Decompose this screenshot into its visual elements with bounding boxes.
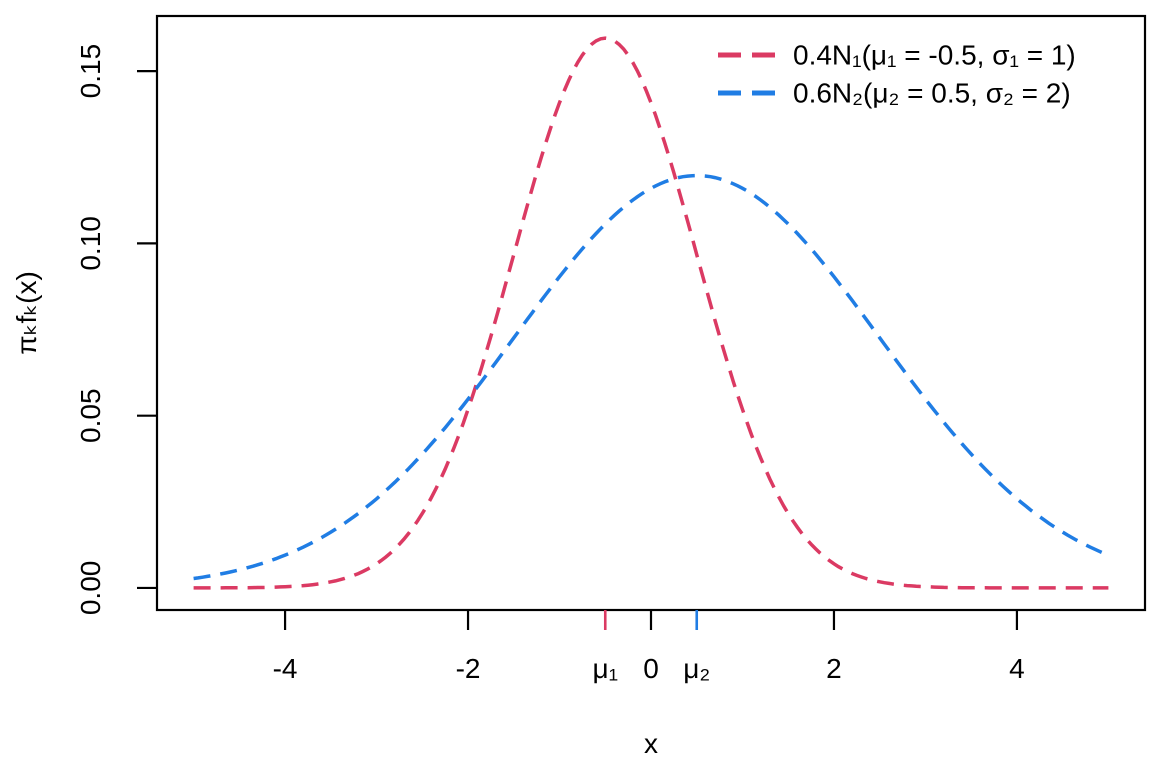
x-tick-label: -4	[273, 653, 298, 684]
density-curves	[193, 36, 1110, 590]
legend: 0.4N₁(μ₁ = -0.5, σ₁ = 1) 0.6N₂(μ₂ = 0.5,…	[718, 40, 1076, 109]
y-tick-label: 0.15	[75, 44, 106, 99]
y-axis: 0.00 0.05 0.10 0.15	[75, 44, 157, 615]
legend-label-series-1: 0.4N₁(μ₁ = -0.5, σ₁ = 1)	[793, 40, 1076, 71]
x-tick-label: -2	[456, 653, 481, 684]
mean-tick-label: μ₁	[592, 653, 618, 684]
mean-markers: μ₁ μ₂	[592, 610, 710, 684]
x-axis-label: x	[644, 728, 658, 759]
x-tick-label: 0	[643, 653, 659, 684]
x-tick-label: 2	[826, 653, 842, 684]
y-tick-label: 0.05	[75, 388, 106, 443]
y-tick-label: 0.00	[75, 561, 106, 616]
x-tick-label: 4	[1009, 653, 1025, 684]
legend-label-series-2: 0.6N₂(μ₂ = 0.5, σ₂ = 2)	[793, 78, 1071, 109]
density-curve-1	[193, 36, 1109, 590]
density-curve-2	[193, 173, 1110, 581]
y-tick-label: 0.10	[75, 216, 106, 271]
x-axis: -4 -2 0 2 4	[273, 610, 1025, 684]
y-axis-label: πₖfₖ(x)	[11, 271, 42, 355]
mean-tick-label: μ₂	[683, 653, 710, 684]
